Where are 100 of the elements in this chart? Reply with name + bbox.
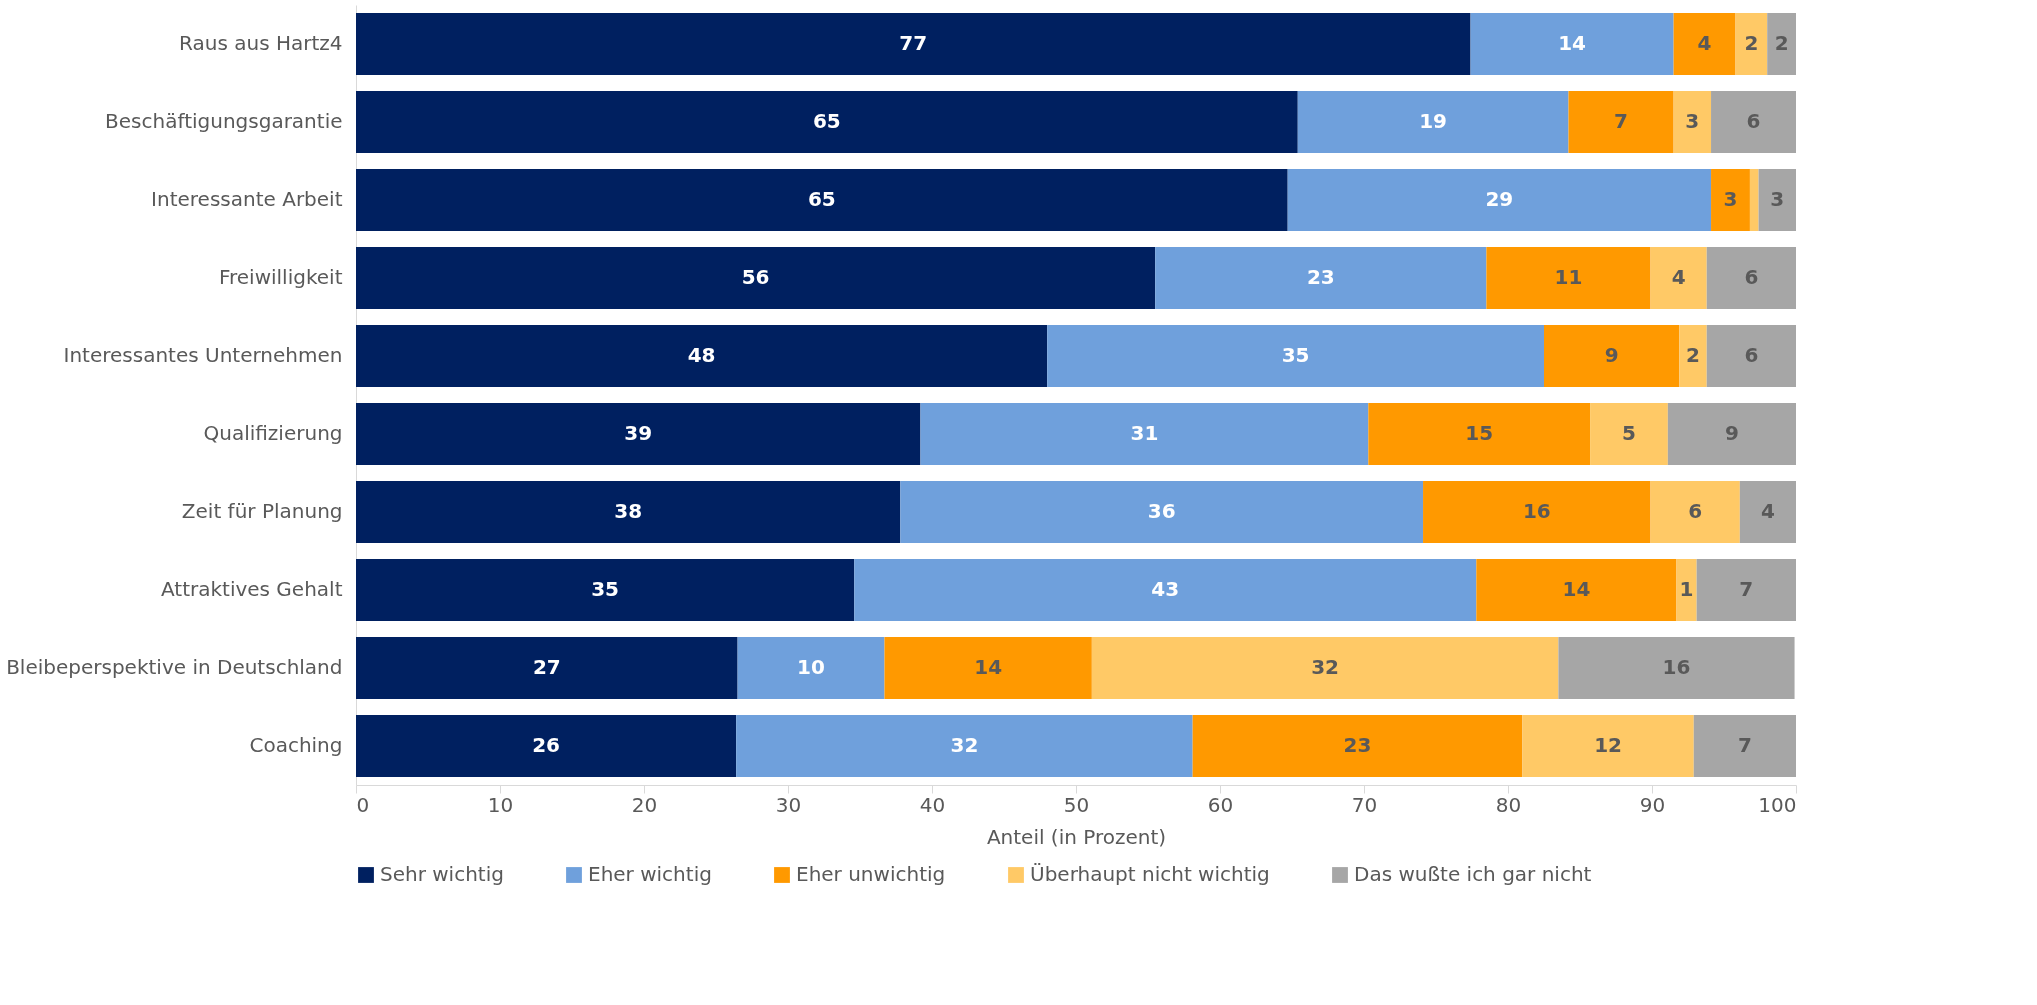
y-tick-label: Interessantes Unternehmen [63,343,343,367]
data-label: 16 [1522,499,1551,523]
bar [1673,13,1736,75]
data-label: 43 [1151,577,1180,601]
bar [1470,13,1674,75]
data-label: 3 [1770,187,1785,211]
data-label: 9 [1724,421,1739,445]
data-label: 6 [1688,499,1703,523]
bar [1667,403,1796,465]
bar [356,91,1298,153]
legend-label: Eher wichtig [588,862,712,886]
bar [1706,247,1796,309]
data-label: 32 [1311,655,1340,679]
bar [1568,91,1674,153]
data-label: 9 [1604,343,1619,367]
data-label: 7 [1614,109,1628,133]
data-label: 29 [1485,187,1514,211]
bar [356,169,1288,231]
bar [1706,325,1796,387]
y-tick-label: Bleibeperspektive in Deutschland [6,655,343,679]
bar [1486,247,1651,309]
data-label: 16 [1662,655,1691,679]
data-label: 77 [899,31,928,55]
data-label: 35 [1281,343,1310,367]
data-label: 65 [807,187,836,211]
x-tick-label: 20 [631,792,658,817]
x-tick-label: 10 [487,792,514,817]
bar [1287,169,1712,231]
data-label: 11 [1554,265,1583,289]
data-label: 48 [687,343,716,367]
bar [1476,559,1677,621]
bar [356,13,1471,75]
bar [356,247,1156,309]
data-label: 35 [591,577,620,601]
data-label: 2 [1744,31,1759,55]
bar [1696,559,1796,621]
bar [1368,403,1591,465]
y-tick-label: Freiwilligkeit [218,265,343,289]
bar [737,637,885,699]
bar [356,481,901,543]
y-tick-label: Interessante Arbeit [151,187,343,211]
data-label: 4 [1760,499,1775,523]
bar [1739,481,1796,543]
y-tick-label: Raus aus Hartz4 [179,31,343,55]
bar [356,637,738,699]
data-label: 19 [1419,109,1448,133]
bar [1192,715,1523,777]
bar [1047,325,1544,387]
bar [1423,481,1651,543]
legend-label: Sehr wichtig [380,862,504,886]
y-tick-label: Attraktives Gehalt [160,577,343,601]
x-tick-label: 90 [1639,792,1666,817]
y-tick-label: Beschäftigungsgarantie [105,109,343,133]
x-tick-label: 30 [775,792,802,817]
data-label: 6 [1744,265,1759,289]
data-label: 2 [1774,31,1789,55]
data-label: 32 [950,733,979,757]
data-label: 14 [1558,31,1586,55]
data-label: 36 [1147,499,1176,523]
data-label: 23 [1306,265,1335,289]
bar [1590,403,1668,465]
bar [1767,13,1796,75]
bar [736,715,1193,777]
data-label: 14 [1562,577,1591,601]
x-tick-label: 50 [1063,792,1090,817]
bar [1297,91,1569,153]
bar [1758,169,1796,231]
bar [900,481,1424,543]
bar [1155,247,1487,309]
bar [1749,169,1759,231]
bar [1735,13,1768,75]
data-label: 23 [1343,733,1372,757]
bar [1650,481,1740,543]
x-tick-label: 40 [919,792,946,817]
x-tick-label: 70 [1351,792,1378,817]
bar [1091,637,1559,699]
bar [920,403,1369,465]
bar [356,325,1048,387]
data-label: 6 [1746,109,1761,133]
bar [1673,91,1712,153]
bar [1711,91,1796,153]
y-tick-label: Coaching [249,733,343,757]
x-tick-label: 100 [1758,792,1797,817]
x-axis-title: Anteil (in Prozent) [986,824,1167,849]
data-label: 12 [1594,733,1622,757]
data-label: 3 [1723,187,1738,211]
bar [1650,247,1707,309]
legend-label: Überhaupt nicht wichtig [1030,862,1270,886]
data-label: 3 [1685,109,1700,133]
data-label: 6 [1744,343,1759,367]
data-label: 15 [1465,421,1494,445]
data-label: 27 [532,655,561,679]
bar [1711,169,1750,231]
bar [1679,325,1707,387]
data-label: 5 [1622,421,1636,445]
bar [356,403,921,465]
x-tick-label: 80 [1495,792,1522,817]
data-label: 2 [1686,343,1700,367]
legend-label: Eher unwichtig [796,862,946,886]
data-label: 7 [1737,733,1752,757]
